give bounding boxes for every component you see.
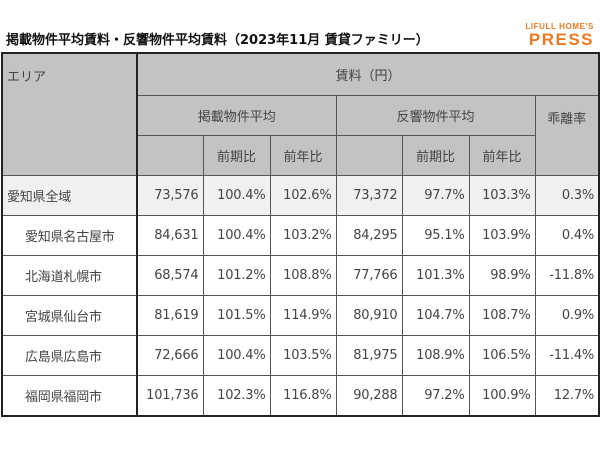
response-qoq-cell: 97.2% [401,375,470,417]
response-rent-cell: 77,766 [335,255,403,296]
response-yoy-cell: 98.9% [468,255,536,296]
response-qoq-cell: 95.1% [401,215,470,256]
table-row: 愛知県名古屋市 84,631 100.4% 103.2% 84,295 95.1… [1,215,600,256]
listed-rent-cell: 73,576 [136,175,204,216]
area-cell: 愛知県名古屋市 [1,215,138,256]
listed-rent-cell: 101,736 [136,375,204,417]
listed-qoq-cell: 101.5% [202,295,271,336]
table-row: 福岡県福岡市 101,736 102.3% 116.8% 90,288 97.2… [1,375,600,417]
response-qoq-header: 前期比 [401,135,470,176]
deviation-cell: 0.9% [534,295,600,336]
response-rent-cell: 90,288 [335,375,403,417]
listed-yoy-cell: 102.6% [269,175,337,216]
listed-yoy-cell: 108.8% [269,255,337,296]
listed-qoq-cell: 101.2% [202,255,271,296]
deviation-cell: 12.7% [534,375,600,417]
page-title: 掲載物件平均賃料・反響物件平均賃料（2023年11月 賃貸ファミリー） [6,33,429,48]
listed-yoy-header: 前年比 [269,135,337,176]
response-rent-cell: 81,975 [335,335,403,376]
listed-yoy-cell: 114.9% [269,295,337,336]
deviation-cell: 0.3% [534,175,600,216]
response-group-header: 反響物件平均 [335,95,536,136]
listed-yoy-cell: 103.5% [269,335,337,376]
listed-blank-header [136,135,204,176]
table-row: 広島県広島市 72,666 100.4% 103.5% 81,975 108.9… [1,335,600,376]
logo-bottom-text: PRESS [528,30,594,49]
response-yoy-cell: 106.5% [468,335,536,376]
listed-qoq-cell: 100.4% [202,175,271,216]
response-yoy-cell: 103.3% [468,175,536,216]
response-blank-header [335,135,403,176]
deviation-cell: -11.8% [534,255,600,296]
response-qoq-cell: 97.7% [401,175,470,216]
deviation-header: 乖離率 [534,95,600,176]
response-rent-cell: 73,372 [335,175,403,216]
rent-header: 賃料（円） [136,52,600,96]
response-qoq-cell: 104.7% [401,295,470,336]
deviation-cell: 0.4% [534,215,600,256]
brand-logo: LIFULL HOME'S PRESS [525,22,594,48]
response-qoq-cell: 101.3% [401,255,470,296]
table-row: 北海道札幌市 68,574 101.2% 108.8% 77,766 101.3… [1,255,600,296]
listed-rent-cell: 68,574 [136,255,204,296]
response-qoq-cell: 108.9% [401,335,470,376]
listed-qoq-cell: 100.4% [202,215,271,256]
table-row: 宮城県仙台市 81,619 101.5% 114.9% 80,910 104.7… [1,295,600,336]
area-cell: 愛知県全域 [1,175,138,216]
response-yoy-cell: 103.9% [468,215,536,256]
listed-yoy-cell: 116.8% [269,375,337,417]
response-yoy-cell: 108.7% [468,295,536,336]
logo-top-text: LIFULL HOME'S [525,22,594,31]
listed-group-header: 掲載物件平均 [136,95,337,136]
listed-rent-cell: 84,631 [136,215,204,256]
rent-table: エリア 賃料（円） 掲載物件平均 反響物件平均 乖離率 前期比 前年比 前期比 … [1,52,600,417]
table-row: 愛知県全域 73,576 100.4% 102.6% 73,372 97.7% … [1,175,600,216]
listed-qoq-cell: 100.4% [202,335,271,376]
deviation-cell: -11.4% [534,335,600,376]
area-cell: 北海道札幌市 [1,255,138,296]
listed-yoy-cell: 103.2% [269,215,337,256]
area-header: エリア [1,52,138,176]
listed-qoq-header: 前期比 [202,135,271,176]
listed-rent-cell: 81,619 [136,295,204,336]
listed-qoq-cell: 102.3% [202,375,271,417]
response-rent-cell: 84,295 [335,215,403,256]
response-yoy-cell: 100.9% [468,375,536,417]
area-cell: 広島県広島市 [1,335,138,376]
response-rent-cell: 80,910 [335,295,403,336]
table-header: エリア 賃料（円） 掲載物件平均 反響物件平均 乖離率 前期比 前年比 前期比 … [1,52,600,176]
area-cell: 宮城県仙台市 [1,295,138,336]
response-yoy-header: 前年比 [468,135,536,176]
area-cell: 福岡県福岡市 [1,375,138,417]
listed-rent-cell: 72,666 [136,335,204,376]
